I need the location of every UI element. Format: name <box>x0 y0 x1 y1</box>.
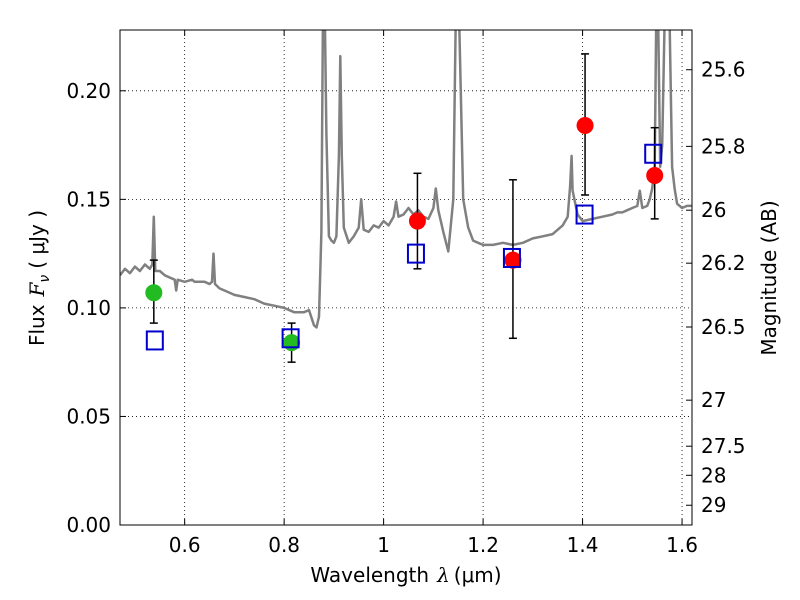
y2-tick-label: 26.2 <box>701 251 746 275</box>
y-axis-label: FluxFν( μJy ) <box>25 210 53 346</box>
data-point-square <box>644 143 663 164</box>
x-tick-label: 0.8 <box>268 533 300 557</box>
y2-tick-label: 26 <box>701 198 726 222</box>
y-tick-label: 0.10 <box>66 296 111 320</box>
data-point-circle <box>504 251 522 269</box>
data-point-circle <box>646 166 664 184</box>
y-tick-label: 0.15 <box>66 187 111 211</box>
y-tick-label: 0.00 <box>66 513 111 537</box>
error-bars <box>149 53 659 363</box>
grid <box>120 30 692 526</box>
y2-tick-label: 29 <box>701 493 726 517</box>
y-tick-label: 0.05 <box>66 404 111 428</box>
data-point-square <box>145 330 164 351</box>
y2-axis-label: Magnitude (AB) <box>757 200 781 355</box>
y2-tick-label: 28 <box>701 463 726 487</box>
plot-frame <box>119 29 693 526</box>
data-point-square <box>281 328 300 349</box>
y2-tick-label: 25.6 <box>701 58 746 82</box>
spectrum-layer <box>120 30 692 329</box>
data-markers <box>145 117 664 352</box>
y2-tick-label: 25.8 <box>701 134 746 158</box>
data-point-circle <box>145 284 163 302</box>
x-axis-label: Wavelength λ (μm) <box>310 563 501 587</box>
y-tick-label: 0.20 <box>66 79 111 103</box>
spectrum-line <box>120 30 692 329</box>
data-point-square <box>502 247 521 268</box>
x-tick-label: 0.6 <box>169 533 201 557</box>
x-tick-label: 1.6 <box>666 533 698 557</box>
ticks: 0.6 0.8 1 1.2 1.4 1.6 0.00 0.05 0.10 0.15 0.20 25.6… <box>66 30 746 557</box>
data-point-square <box>575 204 594 225</box>
data-point-circle <box>576 117 594 135</box>
data-point-square <box>406 243 425 264</box>
x-tick-label: 1.4 <box>567 533 599 557</box>
x-tick-label: 1.2 <box>467 533 499 557</box>
y2-tick-label: 26.5 <box>701 315 746 339</box>
data-point-circle <box>408 212 426 230</box>
y2-tick-label: 27.5 <box>701 434 746 458</box>
y2-tick-label: 27 <box>701 388 726 412</box>
x-tick-label: 1 <box>377 533 390 557</box>
